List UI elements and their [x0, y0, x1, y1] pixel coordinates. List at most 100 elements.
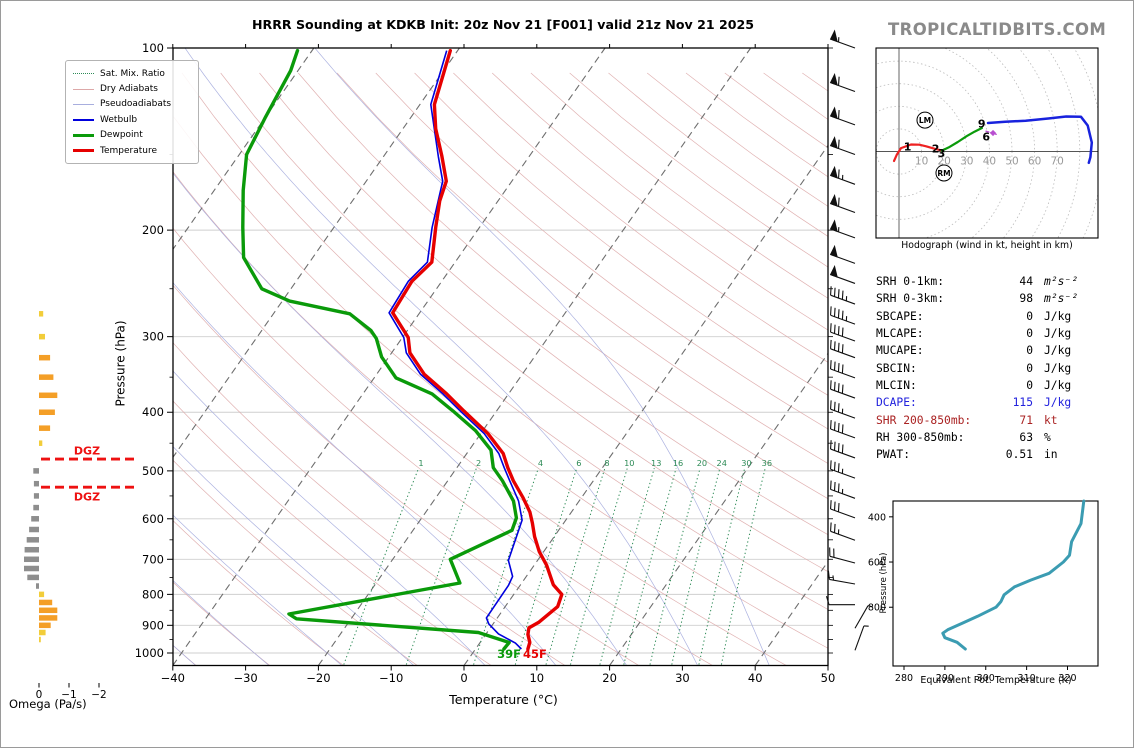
thetae-axis-label: Equivalent Pot. Temperature (K) — [920, 675, 1072, 686]
svg-text:−40: −40 — [161, 671, 185, 685]
svg-text:400: 400 — [142, 405, 164, 419]
svg-text:290: 290 — [936, 673, 954, 684]
omega-panel: 0 −1 −2 — [24, 311, 107, 701]
stat-value: 98 — [1019, 292, 1033, 306]
stat-value: 63 — [1019, 431, 1033, 445]
svg-text:50: 50 — [1005, 156, 1018, 168]
svg-text:−10: −10 — [379, 671, 403, 685]
legend-item-sat-mix-ratio: Sat. Mix. Ratio — [73, 66, 191, 81]
stat-value: 0 — [1026, 309, 1033, 323]
stat-unit: kt — [1044, 413, 1058, 427]
svg-text:60: 60 — [1028, 156, 1041, 168]
svg-text:20: 20 — [602, 671, 617, 685]
stat-row-rh: RH 300-850mb: 63% — [876, 429, 1102, 446]
stat-value: 0 — [1026, 361, 1033, 375]
stat-unit: in — [1044, 448, 1058, 462]
stat-row-sbcin: SBCIN: 0 J/kg — [876, 360, 1102, 377]
stat-label: SBCAPE: — [876, 309, 924, 323]
svg-text:−2: −2 — [91, 689, 106, 701]
stat-unit: J/kg — [1044, 327, 1072, 341]
svg-text:36: 36 — [762, 458, 772, 468]
stat-unit: J/kg — [1044, 344, 1072, 358]
hodograph-caption: Hodograph (wind in kt, height in km) — [901, 240, 1073, 251]
stat-label: MLCAPE: — [876, 327, 924, 341]
stat-row-mlcape: MLCAPE: 0 J/kg — [876, 325, 1102, 342]
watermark: TROPICALTIDBITS.COM — [888, 20, 1107, 39]
stat-unit: J/kg — [1044, 309, 1072, 323]
svg-text:10: 10 — [624, 458, 634, 468]
svg-text:600: 600 — [142, 512, 164, 526]
dry-adiabat-line-icon — [73, 88, 94, 90]
skewt-frame: −40 −30 −20 −10 0 10 20 30 40 50 100 200 300 400 500 60… — [135, 41, 836, 685]
legend-label: Dewpoint — [100, 130, 143, 141]
wind-barbs — [825, 29, 873, 651]
svg-text:−1: −1 — [61, 689, 76, 701]
svg-text:8: 8 — [604, 458, 609, 468]
svg-text:30: 30 — [741, 458, 751, 468]
svg-text:200: 200 — [142, 223, 164, 237]
stat-unit: J/kg — [1044, 361, 1072, 375]
stat-label: MUCAPE: — [876, 344, 924, 358]
svg-text:6: 6 — [982, 131, 990, 144]
stat-label: PWAT: — [876, 448, 911, 462]
svg-text:40: 40 — [748, 671, 763, 685]
stat-row-sbcape: SBCAPE: 0 J/kg — [876, 308, 1102, 325]
svg-text:500: 500 — [142, 464, 164, 478]
legend-label: Wetbulb — [100, 114, 138, 125]
omega-axis-label: Omega (Pa/s) — [9, 697, 87, 711]
stat-label: SRH 0-1km: — [876, 275, 945, 288]
legend-item-pseudoadiabats: Pseudoadiabats — [73, 97, 191, 112]
stat-row-mucape: MUCAPE: 0 J/kg — [876, 342, 1102, 359]
stat-row-srh-0-1km: SRH 0-1km: 44 m²s⁻² — [876, 273, 1102, 290]
stat-row-mlcin: MLCIN: 0 J/kg — [876, 377, 1102, 394]
legend-label: Sat. Mix. Ratio — [100, 68, 165, 79]
stat-row-srh-0-3km: SRH 0-3km: 98 m²s⁻² — [876, 290, 1102, 307]
stat-label: DCAPE: — [876, 396, 917, 410]
legend-label: Temperature — [100, 145, 158, 156]
pseudoadiabat-line-icon — [73, 103, 94, 105]
legend-item-wetbulb: Wetbulb — [73, 112, 191, 127]
thetae-curve — [941, 499, 1086, 651]
stat-label: SHR 200-850mb: — [876, 413, 972, 427]
svg-text:20: 20 — [938, 156, 951, 168]
svg-text:1: 1 — [904, 141, 912, 154]
stat-unit: J/kg — [1044, 379, 1072, 393]
wetbulb-line-icon — [73, 118, 94, 121]
legend-item-dry-adiabats: Dry Adiabats — [73, 81, 191, 96]
svg-text:DGZ: DGZ — [74, 445, 100, 458]
svg-text:300: 300 — [977, 673, 995, 684]
hodograph: 10 20 30 40 50 60 70 1 23 96 LM RM — [875, 47, 1099, 239]
stat-value: 115 — [1012, 396, 1033, 410]
svg-text:0: 0 — [460, 671, 467, 685]
stat-label: SBCIN: — [876, 361, 917, 375]
stat-unit: J/kg — [1044, 396, 1072, 410]
svg-text:−30: −30 — [233, 671, 257, 685]
svg-text:40: 40 — [983, 156, 996, 168]
temperature-axis-label: Temperature (°C) — [449, 692, 558, 707]
dgz-markers: DGZ DGZ — [41, 445, 138, 504]
sat-mix-ratio-line-icon — [73, 73, 94, 75]
skewt-plot-area: 1 2 4 6 8 10 13 16 20 24 30 36 — [173, 48, 828, 666]
svg-text:70: 70 — [1051, 156, 1064, 168]
stat-label: RH 300-850mb: — [876, 431, 965, 445]
svg-text:6: 6 — [576, 458, 581, 468]
svg-text:800: 800 — [868, 603, 886, 614]
svg-text:LM: LM — [919, 116, 931, 125]
svg-text:700: 700 — [142, 552, 164, 566]
svg-text:16: 16 — [673, 458, 683, 468]
svg-text:10: 10 — [529, 671, 544, 685]
svg-text:300: 300 — [142, 330, 164, 344]
svg-text:400: 400 — [868, 512, 886, 523]
stat-value: 0.51 — [1005, 448, 1033, 462]
svg-text:24: 24 — [717, 458, 727, 468]
svg-text:2: 2 — [932, 142, 940, 155]
surface-dewpoint-label: 39F — [497, 647, 521, 661]
svg-text:800: 800 — [142, 587, 164, 601]
svg-text:600: 600 — [868, 558, 886, 569]
svg-text:280: 280 — [895, 673, 913, 684]
dewpoint-curve — [241, 48, 519, 651]
legend-item-dewpoint: Dewpoint — [73, 128, 191, 143]
page-title: HRRR Sounding at KDKB Init: 20z Nov 21 [… — [251, 17, 755, 32]
thetae-pressure-axis-label: Pressure (hPa) — [879, 552, 889, 614]
